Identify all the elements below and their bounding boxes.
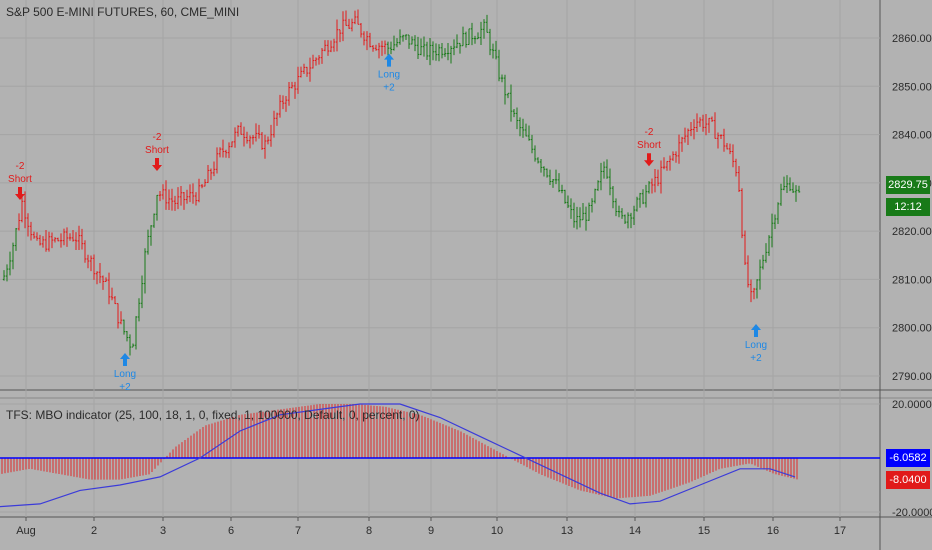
long-signal-qty: +2 [383, 83, 395, 94]
x-tick-label: 8 [366, 525, 372, 537]
indicator-tick-label: 20.0000 [892, 399, 932, 411]
x-tick-label: Aug [16, 525, 36, 537]
price-tick-label: 2840.00 [892, 130, 932, 142]
long-signal-qty: +2 [750, 353, 762, 364]
x-tick-label: 13 [561, 525, 573, 537]
x-tick-label: 3 [160, 525, 166, 537]
short-signal-qty: -2 [16, 161, 25, 172]
indicator-tick-label: -20.0000 [892, 507, 932, 519]
long-arrow-icon [384, 53, 394, 67]
price-tick-label: 2790.00 [892, 371, 932, 383]
x-tick-label: 6 [228, 525, 234, 537]
indicator-signal-label: -8.0400 [886, 471, 930, 489]
x-tick-label: 9 [428, 525, 434, 537]
long-signal-label: Long [378, 70, 400, 81]
price-tick-label: 2810.00 [892, 274, 932, 286]
price-tick-label: 2800.00 [892, 323, 932, 335]
long-arrow-icon [751, 324, 761, 338]
short-signal-qty: -2 [645, 127, 654, 138]
long-arrow-icon [120, 353, 130, 367]
last-price-label: 2829.75 [886, 176, 930, 194]
long-signal-label: Long [114, 369, 136, 380]
indicator-title: TFS: MBO indicator (25, 100, 18, 1, 0, f… [6, 408, 420, 422]
indicator-value-label: -6.0582 [886, 449, 930, 467]
main-chart-title: S&P 500 E-MINI FUTURES, 60, CME_MINI [6, 5, 240, 19]
countdown-label: 12:12 [886, 198, 930, 216]
short-signal-qty: -2 [153, 132, 162, 143]
x-tick-label: 14 [629, 525, 641, 537]
short-signal-label: Short [8, 174, 32, 185]
short-arrow-icon [644, 153, 654, 167]
long-signal-label: Long [745, 340, 767, 351]
short-signal-label: Short [145, 145, 169, 156]
x-tick-label: 7 [295, 525, 301, 537]
x-tick-label: 16 [767, 525, 779, 537]
price-tick-label: 2860.00 [892, 33, 932, 45]
price-tick-label: 2850.00 [892, 81, 932, 93]
x-tick-label: 17 [834, 525, 846, 537]
short-arrow-icon [15, 187, 25, 200]
x-tick-label: 2 [91, 525, 97, 537]
long-signal-qty: +2 [119, 382, 131, 393]
price-tick-label: 2820.00 [892, 226, 932, 238]
short-arrow-icon [152, 158, 162, 172]
short-signal-label: Short [637, 140, 661, 151]
indicator-signal-line [0, 403, 796, 508]
x-tick-label: 10 [491, 525, 503, 537]
x-tick-label: 15 [698, 525, 710, 537]
